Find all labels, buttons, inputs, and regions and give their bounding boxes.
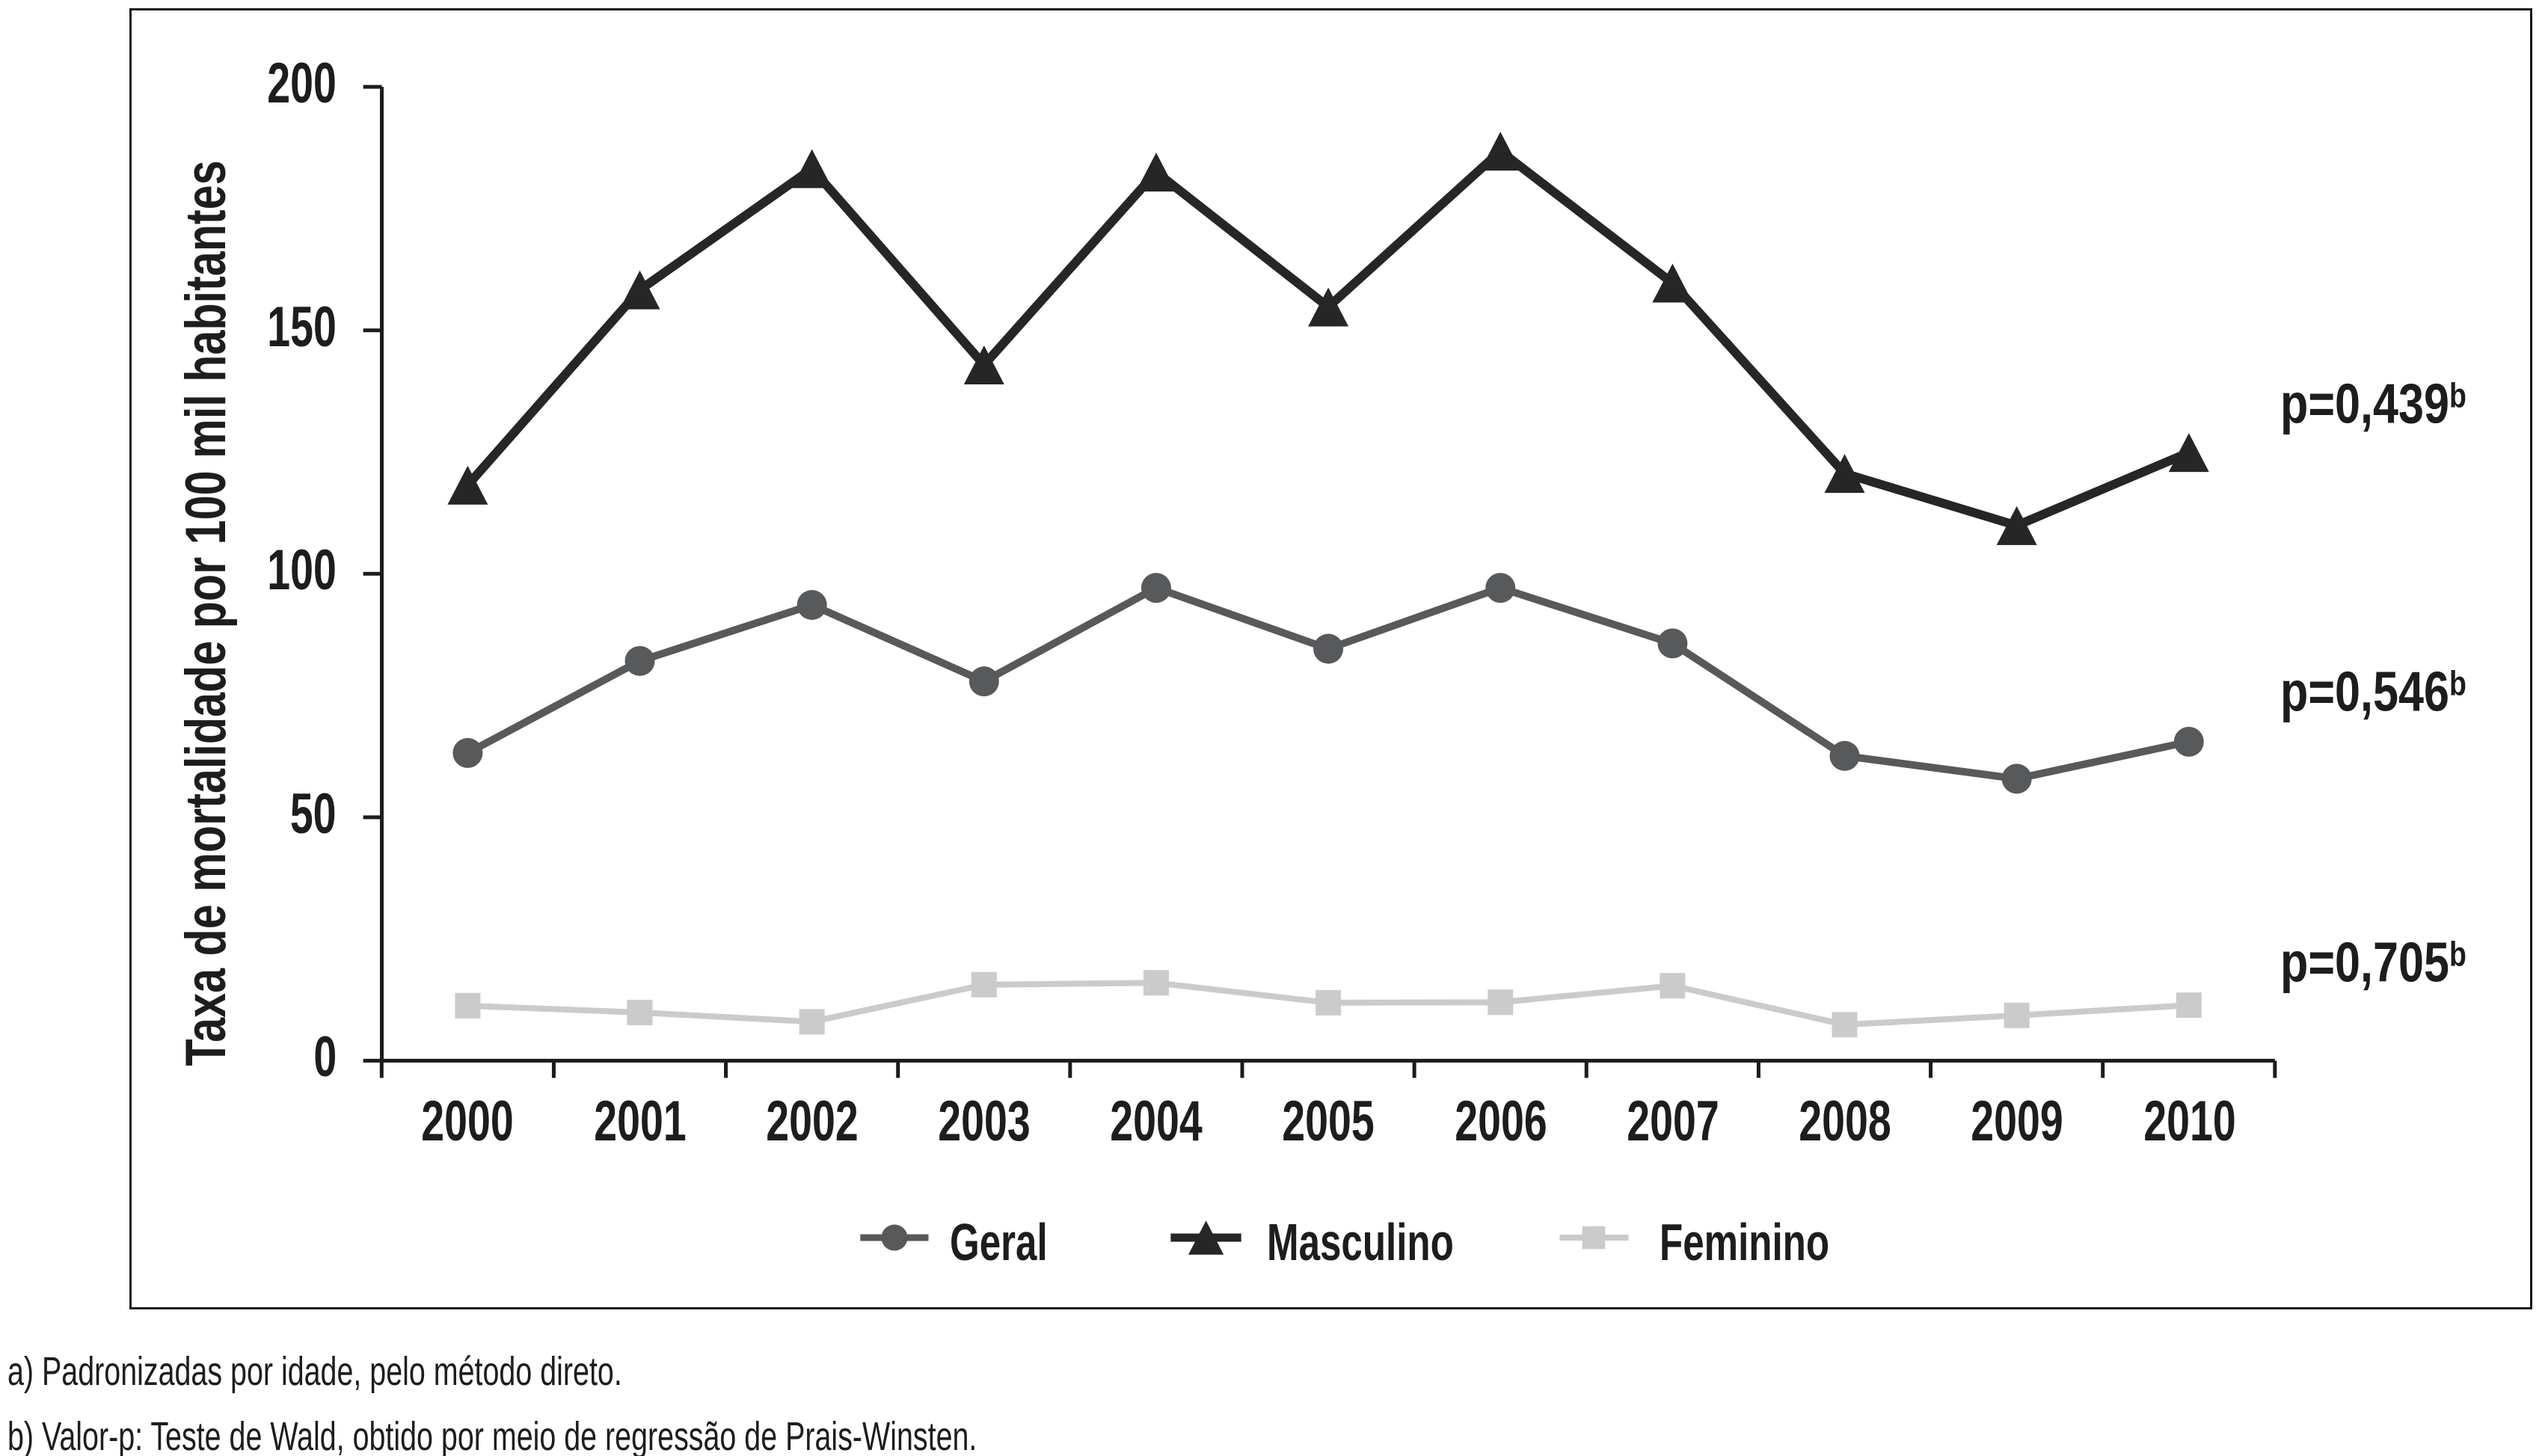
marker-masculino-2008 [1824, 454, 1865, 494]
footnote-a: a) Padronizadas por idade, pelo método d… [7, 1349, 622, 1394]
x-tick-label-2001: 2001 [594, 1090, 687, 1153]
marker-feminino-2004 [1143, 970, 1169, 996]
x-tick-label-2008: 2008 [1799, 1090, 1891, 1153]
p-value-masculino-text: p=0,439 [2280, 372, 2449, 435]
x-tick-label-2005: 2005 [1282, 1090, 1375, 1153]
p-value-feminino-superscript: b [2449, 934, 2466, 974]
marker-geral-2005 [1313, 633, 1344, 664]
x-tick-label-2010: 2010 [2143, 1090, 2236, 1153]
x-tick-label-2004: 2004 [1110, 1090, 1203, 1153]
marker-feminino-2005 [1316, 989, 1342, 1016]
marker-geral-2000 [452, 737, 483, 768]
p-value-geral-text: p=0,546 [2280, 660, 2449, 723]
marker-masculino-2001 [619, 270, 660, 310]
marker-feminino-2000 [455, 992, 481, 1019]
series-line-geral [466, 584, 2190, 783]
marker-feminino-2003 [971, 971, 997, 998]
marker-masculino-2003 [963, 345, 1004, 384]
marker-feminino-2009 [2004, 1002, 2030, 1028]
legend-label-geral: Geral [950, 1213, 1048, 1271]
marker-masculino-2007 [1652, 263, 1693, 303]
marker-geral-2001 [624, 645, 655, 676]
x-tick-label-2003: 2003 [938, 1090, 1031, 1153]
y-tick-label-150: 150 [267, 295, 337, 359]
y-axis-title: Taxa de mortalidade por 100 mil habitant… [174, 160, 238, 1066]
p-value-masculino-superscript: b [2449, 375, 2466, 415]
legend-marker-feminino [1582, 1226, 1606, 1250]
marker-geral-2004 [1141, 573, 1171, 603]
marker-masculino-2004 [1135, 153, 1176, 192]
p-value-masculino: p=0,439b [2280, 375, 2466, 432]
marker-geral-2002 [796, 589, 827, 620]
x-tick-label-2000: 2000 [421, 1090, 514, 1153]
figure-border [129, 8, 2532, 1309]
marker-geral-2006 [1485, 573, 1516, 603]
marker-feminino-2007 [1660, 973, 1686, 999]
y-tick-label-50: 50 [290, 782, 337, 846]
marker-geral-2008 [1829, 740, 1860, 771]
marker-feminino-2002 [799, 1009, 825, 1035]
marker-geral-2010 [2173, 726, 2204, 757]
p-value-geral: p=0,546b [2280, 663, 2466, 720]
marker-feminino-2008 [1832, 1012, 1858, 1038]
footnote-b: b) Valor-p: Teste de Wald, obtido por me… [7, 1414, 977, 1456]
x-tick-label-2009: 2009 [1971, 1090, 2063, 1153]
marker-masculino-2006 [1480, 132, 1521, 171]
marker-geral-2007 [1657, 628, 1688, 659]
p-value-feminino: p=0,705b [2280, 934, 2466, 991]
series-line-masculino [464, 147, 2191, 530]
marker-feminino-2006 [1488, 989, 1514, 1016]
y-tick-label-100: 100 [267, 538, 337, 602]
marker-geral-2003 [968, 666, 999, 697]
legend-marker-geral [881, 1224, 908, 1251]
x-tick-label-2006: 2006 [1455, 1090, 1547, 1153]
marker-masculino-2002 [791, 149, 832, 188]
marker-masculino-2005 [1308, 287, 1349, 327]
legend-label-feminino: Feminino [1660, 1213, 1830, 1271]
x-tick-label-2002: 2002 [766, 1090, 859, 1153]
y-tick-label-200: 200 [267, 52, 337, 115]
p-value-geral-superscript: b [2449, 663, 2466, 703]
marker-masculino-2009 [1996, 506, 2037, 545]
legend-label-masculino: Masculino [1267, 1213, 1454, 1271]
marker-masculino-2010 [2168, 433, 2209, 473]
legend-marker-masculino [1188, 1220, 1224, 1255]
p-value-feminino-text: p=0,705 [2280, 930, 2449, 994]
marker-masculino-2000 [447, 465, 488, 505]
marker-geral-2009 [2001, 764, 2032, 794]
x-tick-label-2007: 2007 [1627, 1090, 1719, 1153]
marker-feminino-2001 [627, 999, 653, 1025]
y-tick-label-0: 0 [313, 1025, 337, 1089]
marker-feminino-2010 [2176, 992, 2202, 1019]
